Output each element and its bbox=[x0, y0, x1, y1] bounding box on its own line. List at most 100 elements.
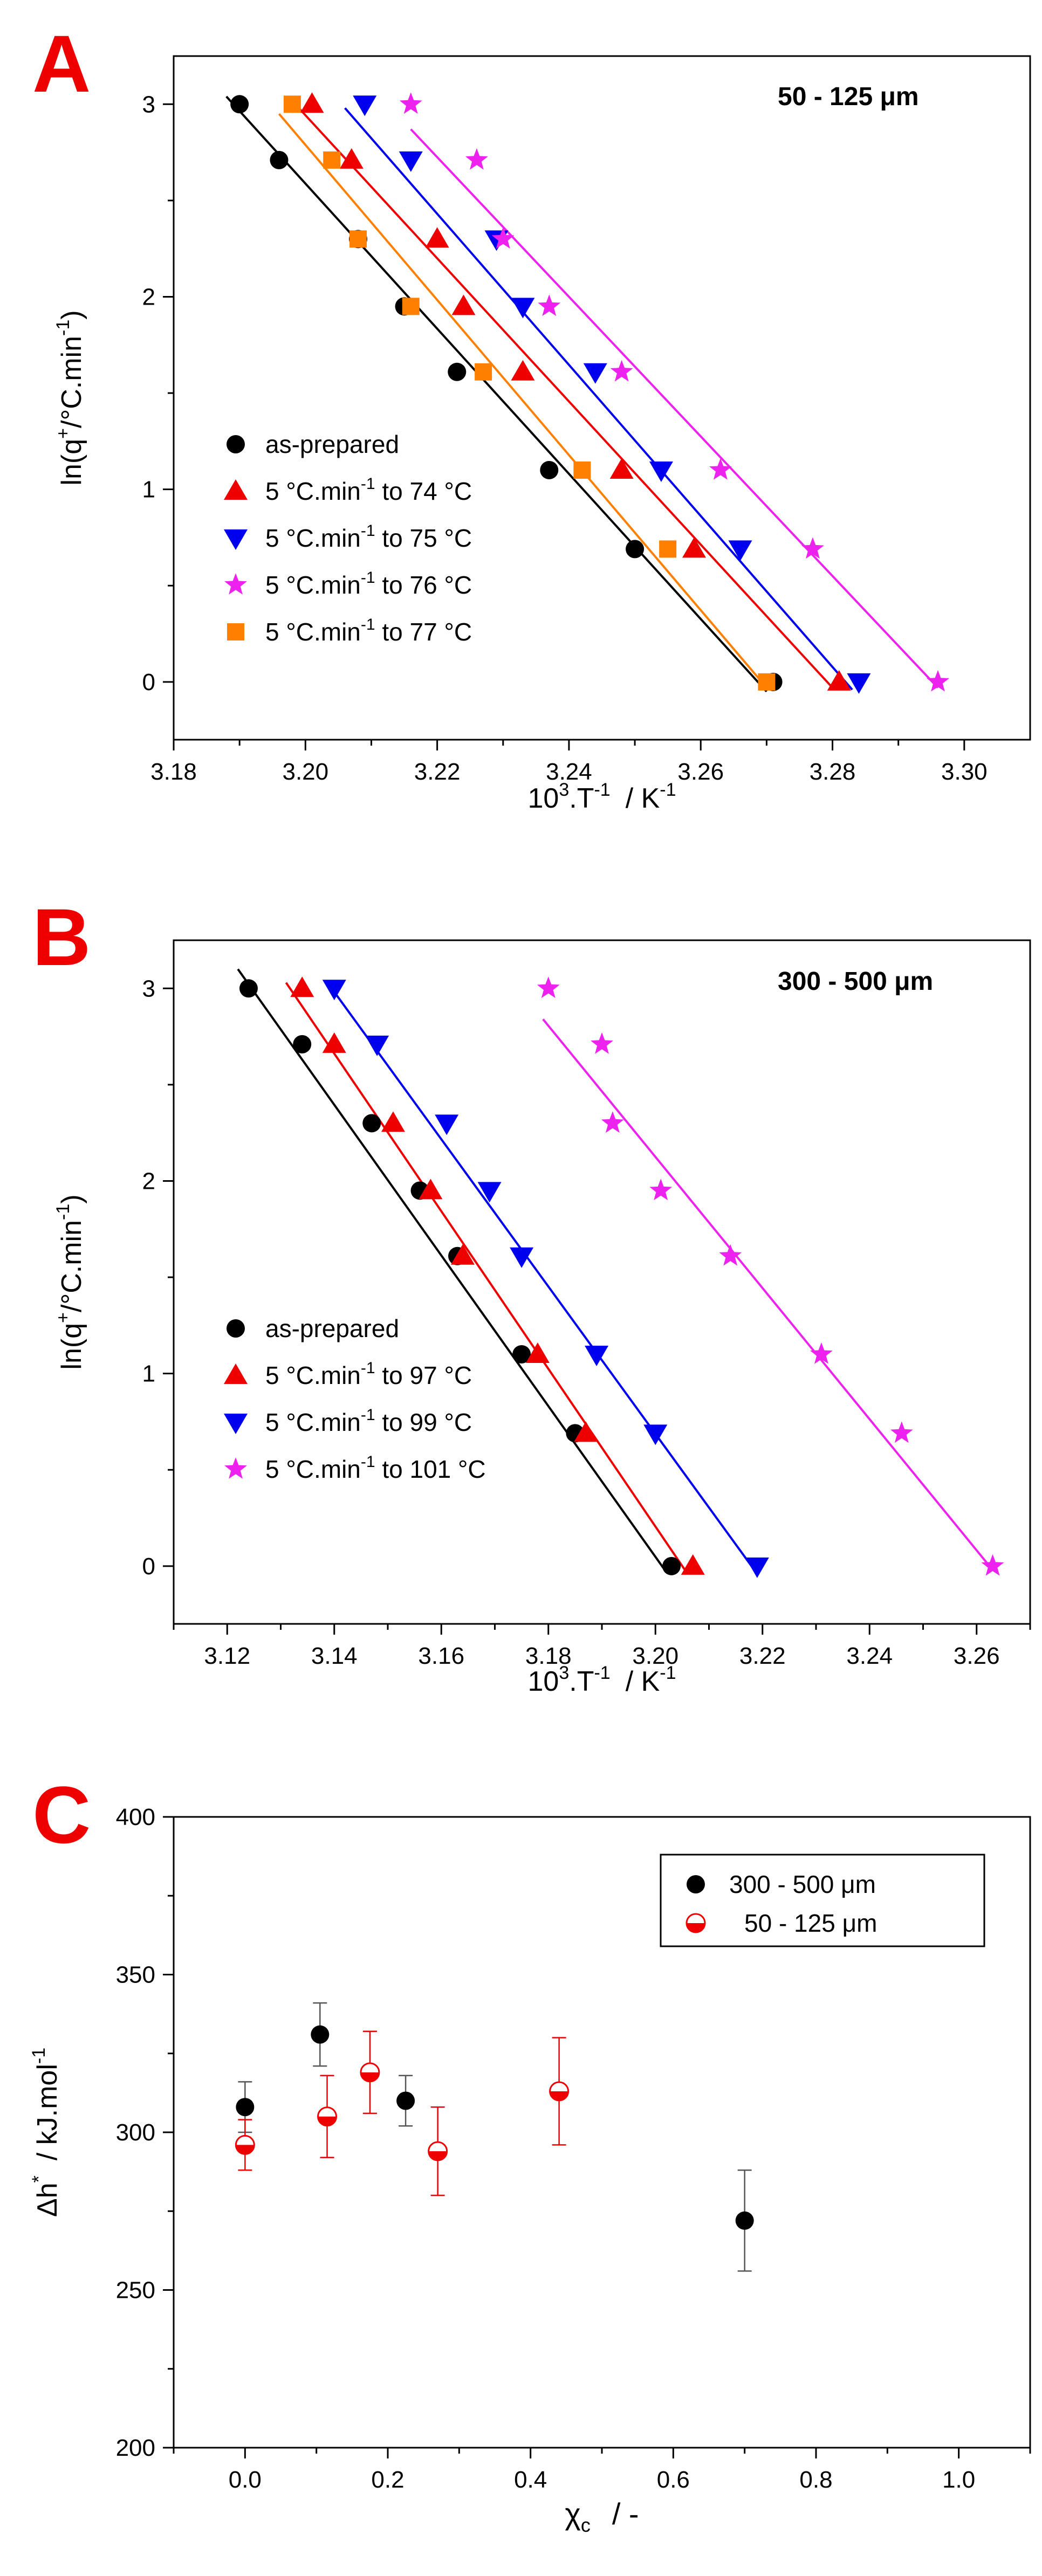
panel-b-data-point bbox=[365, 1035, 389, 1056]
panel-c-data-point bbox=[235, 2134, 255, 2155]
panel-c-legend-box bbox=[660, 1854, 985, 1947]
panel-a-legend-marker bbox=[224, 479, 248, 500]
panel-a-data-point bbox=[538, 294, 561, 316]
panel-a-fit-lines bbox=[225, 95, 939, 693]
panel-b-legend-marker bbox=[224, 1414, 248, 1434]
panel-b-data-point bbox=[574, 1421, 598, 1442]
panel-b-data-point bbox=[585, 1345, 609, 1366]
panel-b-x-tick-labels: 3.12 3.14 3.16 3.18 3.20 3.22 3.24 3.26 bbox=[204, 1643, 999, 1669]
panel-b-x-tick-label: 3.22 bbox=[739, 1643, 786, 1669]
panel-c-x-tick-label: 0.8 bbox=[799, 2467, 832, 2493]
panel-a-y-tick-labels: 0 1 2 3 bbox=[142, 91, 155, 695]
panel-b-data-point bbox=[477, 1182, 502, 1203]
panel-b-legend-entry: 5 °C.min-1 to 99 °C bbox=[265, 1406, 472, 1436]
panel-b-y-tick-label: 1 bbox=[142, 1361, 155, 1387]
panel-b-legend-marker bbox=[227, 1319, 245, 1338]
panel-a-fit-line bbox=[278, 113, 767, 688]
panel-c-x-tick-label: 0.6 bbox=[657, 2467, 690, 2493]
panel-a-data-point bbox=[465, 148, 488, 170]
panel-b-fit-line bbox=[542, 1018, 994, 1571]
panel-c-legend-entry: 50 - 125 μm bbox=[744, 1909, 877, 1937]
panel-a-fit-line bbox=[225, 95, 767, 693]
panel-b-annotation: 300 - 500 μm bbox=[778, 967, 933, 996]
panel-c: C 0.0 0.2 0.4 0.6 0.8 1.0 200 250 300 350 400 300… bbox=[29, 1769, 1031, 2536]
panel-c-y-tick-label: 400 bbox=[116, 1804, 155, 1830]
panel-c-y-tick-labels: 200 250 300 350 400 bbox=[116, 1804, 155, 2461]
panel-c-data-point bbox=[317, 2106, 338, 2127]
panel-c-legend-marker bbox=[685, 1913, 706, 1933]
panel-a-data-point bbox=[659, 540, 677, 558]
panel-a-data-point bbox=[399, 151, 423, 172]
panel-c-y-tick-label: 300 bbox=[116, 2119, 155, 2146]
panel-c-data-points bbox=[235, 2025, 754, 2230]
panel-b-ticks bbox=[163, 987, 1031, 1635]
panel-b-x-axis-label: 103.T-1/ K-1 bbox=[527, 1663, 676, 1697]
panel-b-data-point bbox=[512, 1345, 531, 1363]
panel-b-legend: as-prepared 5 °C.min-1 to 97 °C 5 °C.min-1… bbox=[224, 1314, 486, 1483]
panel-a-x-tick-labels: 3.18 3.20 3.22 3.24 3.26 3.28 3.30 bbox=[150, 759, 987, 785]
panel-a-data-point bbox=[399, 92, 422, 114]
panel-b-data-point bbox=[745, 1557, 769, 1578]
panel-b-data-point bbox=[293, 1035, 312, 1053]
panel-c-data-point bbox=[396, 2091, 415, 2110]
panel-a-plot-frame bbox=[173, 55, 1031, 741]
panel-a-data-point bbox=[323, 151, 341, 169]
panel-b-data-point bbox=[719, 1244, 742, 1266]
panel-b-y-axis-label: ln(q+/°C.min-1) bbox=[53, 1194, 87, 1369]
panel-a-data-point bbox=[649, 461, 673, 482]
panel-b-data-point bbox=[643, 1424, 668, 1445]
panel-b-legend-marker bbox=[224, 1363, 248, 1384]
panel-a-legend-entry: 5 °C.min-1 to 76 °C bbox=[265, 569, 472, 599]
panel-b-data-point bbox=[322, 1032, 346, 1053]
panel-a-legend: as-prepared 5 °C.min-1 to 74 °C 5 °C.min-1… bbox=[224, 430, 472, 646]
panel-b-y-tick-label: 3 bbox=[142, 975, 155, 1002]
panel-a-legend-marker bbox=[224, 573, 247, 595]
panel-c-data-point bbox=[549, 2081, 570, 2102]
panel-a-data-point bbox=[339, 148, 364, 169]
panel-b-y-tick-labels: 0 1 2 3 bbox=[142, 975, 155, 1580]
panel-a-data-point bbox=[728, 540, 752, 561]
panel-c-x-tick-label: 0.4 bbox=[514, 2467, 547, 2493]
panel-c-x-axis-label: χc / - bbox=[565, 2497, 639, 2536]
panel-a-fit-line bbox=[410, 128, 939, 688]
panel-a-data-point bbox=[349, 230, 367, 248]
panel-a-data-point bbox=[451, 294, 476, 315]
panel-b-data-point bbox=[525, 1342, 550, 1363]
panel-b-data-point bbox=[591, 1032, 613, 1054]
panel-a-legend-entry: as-prepared bbox=[265, 430, 399, 458]
panel-c-data-point bbox=[236, 2098, 255, 2117]
panel-c-x-tick-label: 1.0 bbox=[942, 2467, 975, 2493]
panel-a-data-point bbox=[448, 362, 467, 381]
panel-a-legend-marker bbox=[227, 435, 245, 453]
panel-c-y-axis-label: Δh*/ kJ.mol-1 bbox=[29, 2048, 63, 2217]
panel-a-y-tick-label: 1 bbox=[142, 477, 155, 503]
panel-b-legend-marker bbox=[224, 1457, 247, 1479]
panel-b-data-point bbox=[381, 1111, 405, 1132]
panel-b-data-point bbox=[601, 1111, 624, 1133]
panel-a-y-tick-label: 3 bbox=[142, 91, 155, 118]
panel-b-fit-line bbox=[285, 982, 689, 1575]
panel-c-error-bars bbox=[238, 2002, 752, 2272]
panel-a-label: A bbox=[32, 18, 91, 109]
panel-b-label: B bbox=[32, 892, 91, 982]
panel-b-data-point bbox=[662, 1556, 681, 1575]
panel-b-fit-line bbox=[237, 968, 667, 1573]
panel-b-fit-lines bbox=[237, 968, 994, 1575]
panel-b-y-tick-label: 0 bbox=[142, 1553, 155, 1580]
panel-c-data-point bbox=[311, 2025, 330, 2044]
panel-b-fit-line bbox=[328, 983, 758, 1575]
panel-a-data-point bbox=[540, 460, 559, 479]
panel-c-y-tick-label: 200 bbox=[116, 2435, 155, 2461]
panel-a-fit-line bbox=[298, 107, 834, 688]
panel-a-data-point bbox=[491, 227, 515, 249]
panel-b-data-point bbox=[419, 1179, 443, 1200]
panel-a-data-point bbox=[758, 673, 776, 691]
panel-a-data-points bbox=[230, 92, 949, 694]
panel-a-data-point bbox=[230, 95, 249, 114]
panel-a-data-point bbox=[801, 537, 824, 559]
panel-b-data-points bbox=[239, 976, 1004, 1578]
panel-b-data-point bbox=[681, 1554, 705, 1575]
panel-c-x-tick-labels: 0.0 0.2 0.4 0.6 0.8 1.0 bbox=[229, 2467, 976, 2493]
panel-a-data-point bbox=[609, 458, 634, 479]
